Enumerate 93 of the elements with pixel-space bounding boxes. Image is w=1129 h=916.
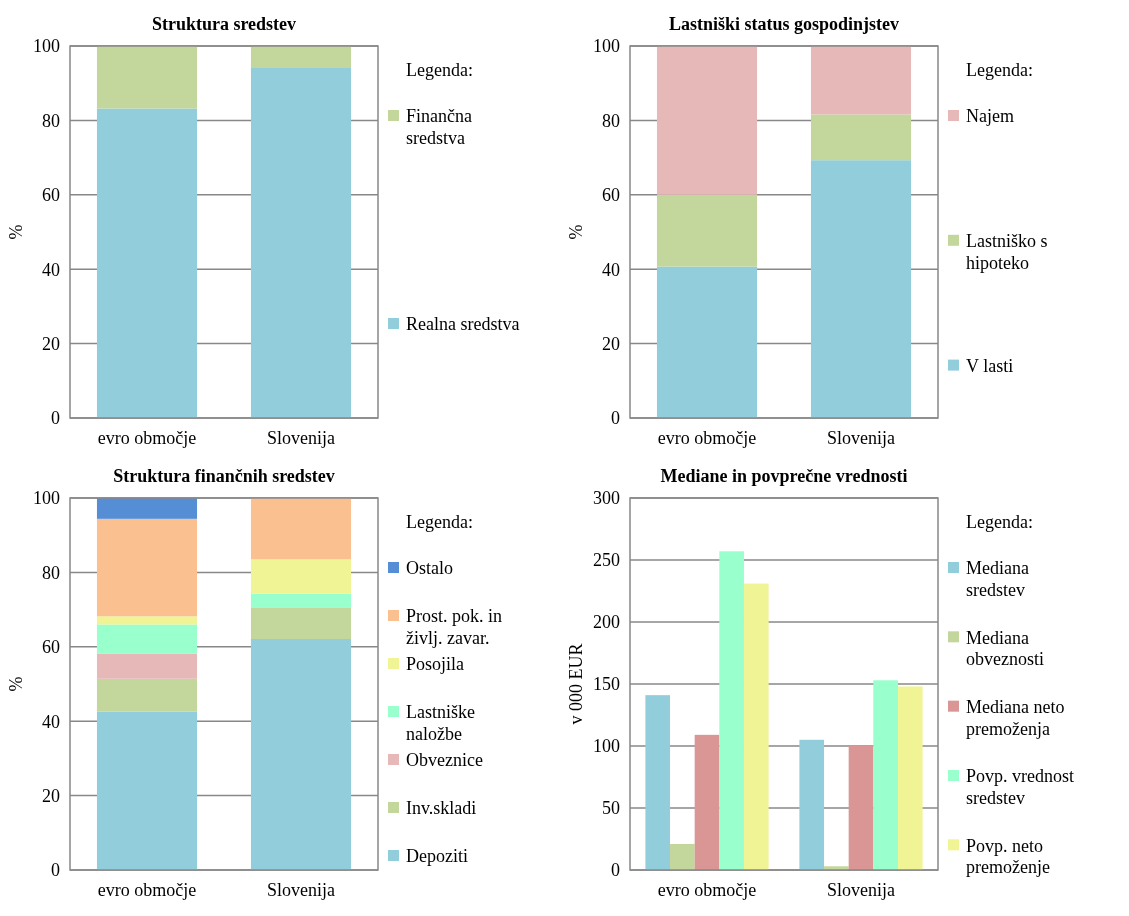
x-tick-label: Slovenija <box>827 428 895 448</box>
y-axis-title: % <box>6 676 26 692</box>
y-tick-label: 80 <box>42 562 60 583</box>
bar <box>250 46 352 68</box>
x-tick-label: evro območje <box>657 880 757 900</box>
legend-label: Povp. vrednost sredstev <box>966 766 1074 808</box>
legend-label: Povp. neto premoženje <box>966 835 1050 878</box>
y-tick-label: 20 <box>42 785 60 806</box>
bar <box>810 160 912 418</box>
y-tick-label: 250 <box>593 550 620 571</box>
bar <box>250 559 352 594</box>
bar <box>670 843 695 870</box>
bar <box>848 746 874 870</box>
x-tick-label: Slovenija <box>827 880 895 900</box>
y-tick-label: 100 <box>33 488 60 509</box>
bar <box>250 498 352 560</box>
bar <box>810 46 912 115</box>
legend-label: Lastniško s hipoteko <box>966 231 1048 273</box>
bar <box>810 114 912 161</box>
y-tick-label: 60 <box>42 185 60 206</box>
legend-label: V lasti <box>966 355 1014 376</box>
bar <box>250 593 352 608</box>
legend-label: Posojila <box>406 654 465 675</box>
y-tick-label: 300 <box>593 488 620 509</box>
bar <box>897 686 923 870</box>
bar <box>96 616 198 625</box>
bar <box>250 607 352 639</box>
y-tick-label: 200 <box>593 612 620 633</box>
x-tick-label: evro območje <box>97 880 197 900</box>
bar <box>96 108 198 418</box>
legend-label: Depoziti <box>406 846 468 867</box>
bar <box>719 551 744 870</box>
legend-title: Legenda: <box>966 512 1033 532</box>
y-tick-label: 80 <box>602 110 620 131</box>
legend-label: Mediana sredstev <box>966 558 1029 600</box>
legend-label: Finančna sredstva <box>406 106 472 148</box>
x-tick-label: Slovenija <box>267 428 335 448</box>
y-tick-label: 80 <box>42 110 60 131</box>
y-tick-label: 100 <box>33 36 60 57</box>
bar <box>96 518 198 617</box>
legend-label: Realna sredstva <box>406 314 520 335</box>
bar <box>873 680 898 870</box>
bar <box>656 46 758 195</box>
y-tick-label: 40 <box>602 259 620 280</box>
chart-title: Struktura finančnih sredstev <box>113 466 335 486</box>
bar <box>743 583 769 870</box>
bar <box>694 734 720 870</box>
chart-title: Lastniški status gospodinjstev <box>668 14 900 34</box>
bar <box>799 739 825 870</box>
x-tick-label: evro območje <box>657 428 757 448</box>
legend-label: Obveznice <box>406 750 483 771</box>
y-tick-label: 0 <box>611 408 620 429</box>
y-tick-label: 50 <box>602 798 620 819</box>
y-tick-label: 0 <box>51 860 60 881</box>
legend-title: Legenda: <box>406 60 473 80</box>
bar <box>645 695 671 870</box>
legend-label: Najem <box>966 106 1014 127</box>
chart-title: Struktura sredstev <box>151 14 297 34</box>
y-tick-label: 100 <box>593 736 620 757</box>
y-axis-title: % <box>566 224 586 240</box>
y-tick-label: 60 <box>602 185 620 206</box>
chart-title: Mediane in povprečne vrednosti <box>660 466 908 486</box>
y-tick-label: 0 <box>51 408 60 429</box>
bar <box>656 266 758 418</box>
bar <box>250 67 352 418</box>
legend-label: Prost. pok. in življ. zavar. <box>406 606 503 648</box>
y-tick-label: 150 <box>593 674 620 695</box>
x-tick-label: Slovenija <box>267 880 335 900</box>
y-tick-label: 40 <box>42 259 60 280</box>
y-tick-label: 60 <box>42 637 60 658</box>
y-tick-label: 0 <box>611 860 620 881</box>
bar <box>96 46 198 109</box>
x-tick-label: evro območje <box>97 428 197 448</box>
y-axis-title: v 000 EUR <box>566 643 586 725</box>
legend-label: Ostalo <box>406 558 453 579</box>
bar <box>96 678 198 712</box>
legend-label: Inv.skladi <box>406 798 477 819</box>
legend-label: Mediana neto premoženja <box>966 696 1065 739</box>
bar <box>656 194 758 267</box>
y-tick-label: 20 <box>42 333 60 354</box>
bar <box>96 653 198 679</box>
y-axis-title: % <box>6 224 26 240</box>
y-tick-label: 40 <box>42 711 60 732</box>
y-tick-label: 20 <box>602 333 620 354</box>
legend-label: Mediana obveznosti <box>966 627 1044 670</box>
legend-title: Legenda: <box>406 512 473 532</box>
legend-title: Legenda: <box>966 60 1033 80</box>
legend-label: Lastniške naložbe <box>406 702 475 744</box>
bar <box>96 624 198 654</box>
bar <box>96 498 198 519</box>
bar <box>96 711 198 870</box>
y-tick-label: 100 <box>593 36 620 57</box>
bar <box>250 638 352 870</box>
